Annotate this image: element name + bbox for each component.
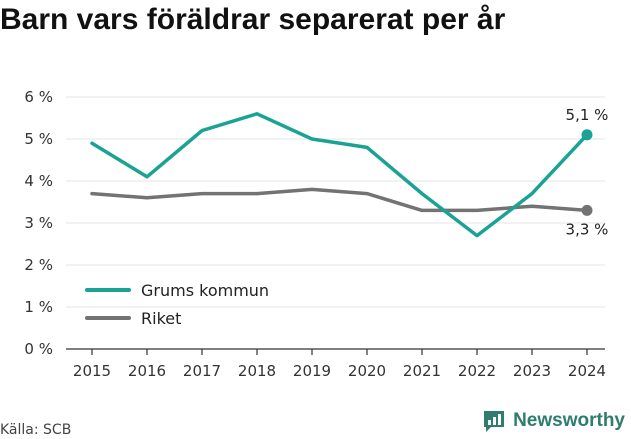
series-end-point — [581, 129, 593, 141]
end-value-label: 5,1 % — [566, 106, 609, 124]
y-tick-label: 2 % — [24, 256, 53, 274]
brand-logo: Newsworthy — [481, 408, 625, 434]
y-tick-label: 6 % — [24, 88, 53, 106]
series-lines — [90, 112, 593, 238]
series-end-point — [581, 204, 593, 216]
x-tick-label: 2015 — [73, 362, 111, 380]
brand-name: Newsworthy — [513, 410, 625, 431]
x-tick-label: 2024 — [568, 362, 606, 380]
series-line-riket — [90, 187, 589, 213]
y-tick-label: 0 % — [24, 340, 53, 358]
legend-label: Grums kommun — [141, 281, 269, 300]
x-tick-label: 2020 — [348, 362, 386, 380]
x-axis: 2015 2016 2017 2018 2019 2020 2021 2022 2023 2024 — [66, 348, 606, 380]
newsworthy-logo-icon — [484, 411, 505, 432]
x-tick-label: 2019 — [293, 362, 331, 380]
y-tick-label: 3 % — [24, 214, 53, 232]
y-tick-label: 1 % — [24, 298, 53, 316]
y-tick-label: 5 % — [24, 130, 53, 148]
y-axis-ticks: 0 % 1 % 2 % 3 % 4 % 5 % 6 % — [24, 88, 53, 358]
x-tick-label: 2023 — [513, 362, 551, 380]
end-labels: 5,1 % 3,3 % — [566, 106, 609, 239]
series-line-grums-kommun — [90, 112, 589, 238]
x-tick-label: 2018 — [238, 362, 276, 380]
x-tick-label: 2016 — [128, 362, 166, 380]
legend-label: Riket — [141, 309, 181, 328]
chart-title: Barn vars föräldrar separerat per år — [0, 3, 506, 36]
grid-lines — [66, 96, 605, 308]
legend: Grums kommun Riket — [85, 281, 269, 328]
x-tick-label: 2017 — [183, 362, 221, 380]
x-tick-label: 2021 — [403, 362, 441, 380]
end-value-label: 3,3 % — [566, 220, 609, 238]
x-tick-label: 2022 — [458, 362, 496, 380]
y-tick-label: 4 % — [24, 172, 53, 190]
source-note: Källa: SCB — [0, 422, 72, 438]
